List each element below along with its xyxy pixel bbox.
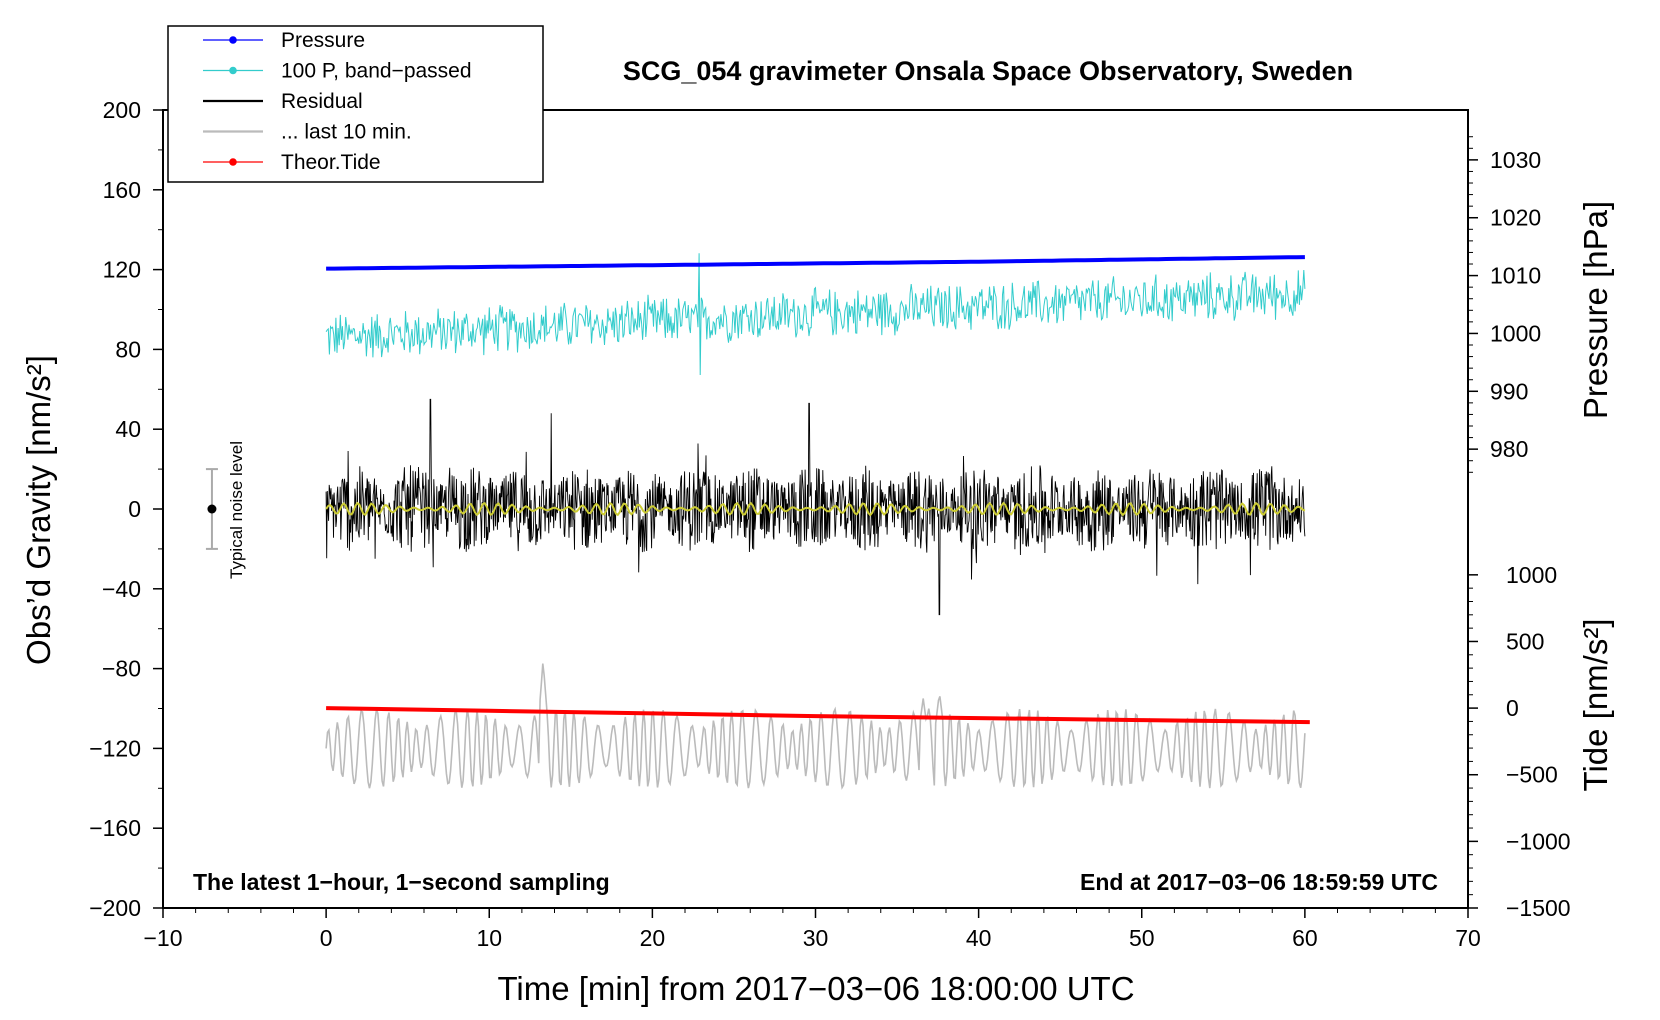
legend-label: Residual [281,90,363,113]
x-tick-label: 0 [320,925,333,951]
noise-level-indicator [205,468,218,550]
y-tick-label: 80 [115,336,141,362]
left-axis-ticks: 200 160 120 80 40 0 −40 −80 −120 −160 −200 [89,97,163,921]
legend-marker [229,36,237,44]
annotation-sampling: The latest 1−hour, 1−second sampling [193,869,610,895]
legend-label: Theor.Tide [281,151,381,174]
tide-axis-ticks: 1000 500 0 −500 −1000 −1500 [1468,562,1571,921]
pressure-axis-title: Pressure [hPa] [1577,201,1614,419]
annotation-end-time: End at 2017−03−06 18:59:59 UTC [1080,869,1438,895]
tide-axis-title: Tide [nm/s²] [1577,619,1614,792]
tide-tick-label: 500 [1506,628,1544,654]
series-residual [325,398,1306,616]
pressure-tick-label: 1010 [1490,263,1541,289]
y-tick-label: 200 [103,97,141,123]
pressure-tick-label: 1030 [1490,147,1541,173]
legend-label: Pressure [281,29,365,52]
x-tick-label: 30 [803,925,829,951]
legend: Pressure 100 P, band−passed Residual ... la… [167,25,544,183]
y-tick-label: −160 [89,815,141,841]
x-tick-label: 10 [476,925,502,951]
tide-tick-label: 1000 [1506,562,1557,588]
x-tick-label: 50 [1129,925,1155,951]
noise-center-dot [207,504,217,514]
y-tick-label: 160 [103,177,141,203]
x-tick-label: 60 [1292,925,1318,951]
legend-label: ... last 10 min. [281,121,412,144]
pressure-axis-ticks: 1030 1020 1010 1000 990 980 [1468,136,1541,473]
y-tick-label: −80 [102,656,141,682]
legend-box [167,25,544,183]
x-tick-label: 20 [640,925,666,951]
series-last-10-min [325,663,1306,790]
pressure-tick-label: 1020 [1490,205,1541,231]
legend-marker [229,158,237,166]
tide-tick-label: 0 [1506,695,1519,721]
left-axis-title: Obs’d Gravity [nm/s²] [20,355,57,665]
pressure-tick-label: 990 [1490,378,1528,404]
chart-title: SCG_054 gravimeter Onsala Space Observat… [623,56,1353,86]
series-residual-smoothed [325,501,1306,517]
pressure-tick-label: 1000 [1490,320,1541,346]
x-axis-title: Time [min] from 2017−03−06 18:00:00 UTC [497,970,1134,1007]
noise-level-label: Typical noise level [227,441,246,579]
y-tick-label: −120 [89,735,141,761]
x-tick-label: 70 [1455,925,1481,951]
legend-label: 100 P, band−passed [281,60,472,83]
tide-tick-label: −1000 [1506,828,1571,854]
y-tick-label: 40 [115,416,141,442]
x-tick-label: 40 [966,925,992,951]
series-band-passed [325,253,1306,376]
x-axis-ticks: −10 0 10 20 30 40 50 60 70 [143,908,1481,951]
pressure-tick-label: 980 [1490,436,1528,462]
tide-tick-label: −1500 [1506,895,1571,921]
series-layer [325,253,1310,790]
y-tick-label: 0 [128,496,141,522]
y-tick-label: 120 [103,257,141,283]
x-tick-label: −10 [143,925,182,951]
y-tick-label: −40 [102,576,141,602]
tide-tick-label: −500 [1506,762,1558,788]
legend-marker [229,66,237,75]
series-pressure [326,255,1305,271]
series-theor-tide [326,706,1310,725]
y-tick-label: −200 [89,895,141,921]
